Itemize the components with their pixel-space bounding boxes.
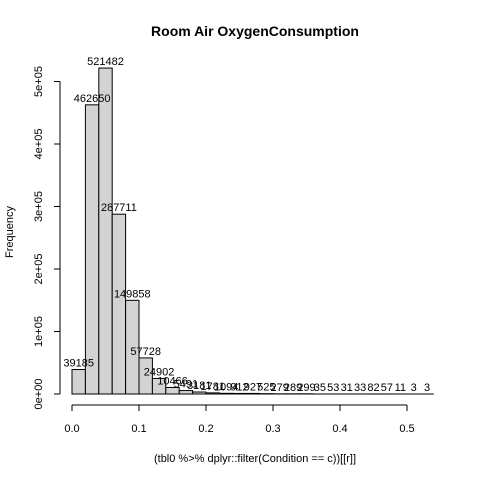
bar-count-label: 33: [354, 382, 366, 394]
y-tick-label: 5e+05: [33, 66, 45, 97]
y-tick-label: 0e+00: [33, 379, 45, 410]
bar-count-label: 11: [395, 382, 406, 394]
x-tick-label: 0.3: [265, 423, 280, 435]
bar-count-label: 39185: [63, 358, 94, 370]
y-tick-label: 3e+05: [33, 191, 45, 222]
bars-group: [71, 67, 434, 395]
bar-count-label: 35: [314, 382, 326, 394]
bar-count-label: 462650: [74, 93, 111, 105]
bar-count-label: 3: [411, 382, 417, 394]
x-axis-label: (tbl0 %>% dplyr::filter(Condition == c))…: [154, 453, 356, 465]
bar-count-label: 5491: [174, 379, 198, 391]
histogram-bar: [71, 369, 86, 395]
bar-count-label: 912: [230, 381, 248, 393]
y-axis: 0e+00 1e+05 2e+05 3e+05 4e+05 5e+05: [33, 66, 61, 410]
x-tick-label: 0.4: [332, 423, 347, 435]
bar-count-label: 149858: [114, 288, 151, 300]
x-tick-label: 0.1: [131, 423, 146, 435]
y-tick-label: 4e+05: [33, 129, 45, 160]
bar-count-label: 525: [257, 382, 275, 394]
bar-count-label: 10466: [157, 375, 188, 387]
bar-count-label: 57: [381, 382, 393, 394]
bar-count-label: 3: [424, 382, 430, 394]
bar-count-label: 53: [327, 382, 339, 394]
bar-count-label: 279: [271, 382, 289, 394]
histogram-bar: [98, 67, 113, 395]
bar-count-label: 1094: [214, 381, 238, 393]
y-tick-label: 1e+05: [33, 316, 45, 347]
histogram-bar: [84, 104, 100, 395]
bar-count-label: 299: [297, 382, 315, 394]
x-tick-label: 0.5: [399, 423, 414, 435]
x-tick-label: 0.0: [64, 423, 79, 435]
bar-count-label: 521482: [87, 56, 124, 68]
x-tick-label: 0.2: [198, 423, 213, 435]
bar-count-label: 1781: [200, 381, 224, 393]
bar-count-label: 31: [341, 382, 353, 394]
y-tick-label: 2e+05: [33, 254, 45, 285]
bar-count-label: 57728: [130, 346, 161, 358]
bar-count-label: 927: [244, 381, 262, 393]
x-axis: 0.0 0.1 0.2 0.3 0.4 0.5: [64, 404, 415, 435]
bar-count-label: 289: [284, 382, 302, 394]
bar-count-label: 3181: [187, 380, 211, 392]
bar-count-label: 287711: [101, 202, 137, 214]
bar-count-label: 24902: [144, 366, 175, 378]
bar-count-label: 82: [367, 382, 379, 394]
histogram-bar: [111, 213, 127, 395]
count-labels-group: 3918546265052148228771114985857728249021…: [63, 56, 430, 394]
y-axis-label: Frequency: [4, 206, 16, 258]
chart-title: Room Air OxygenConsumption: [151, 23, 359, 39]
